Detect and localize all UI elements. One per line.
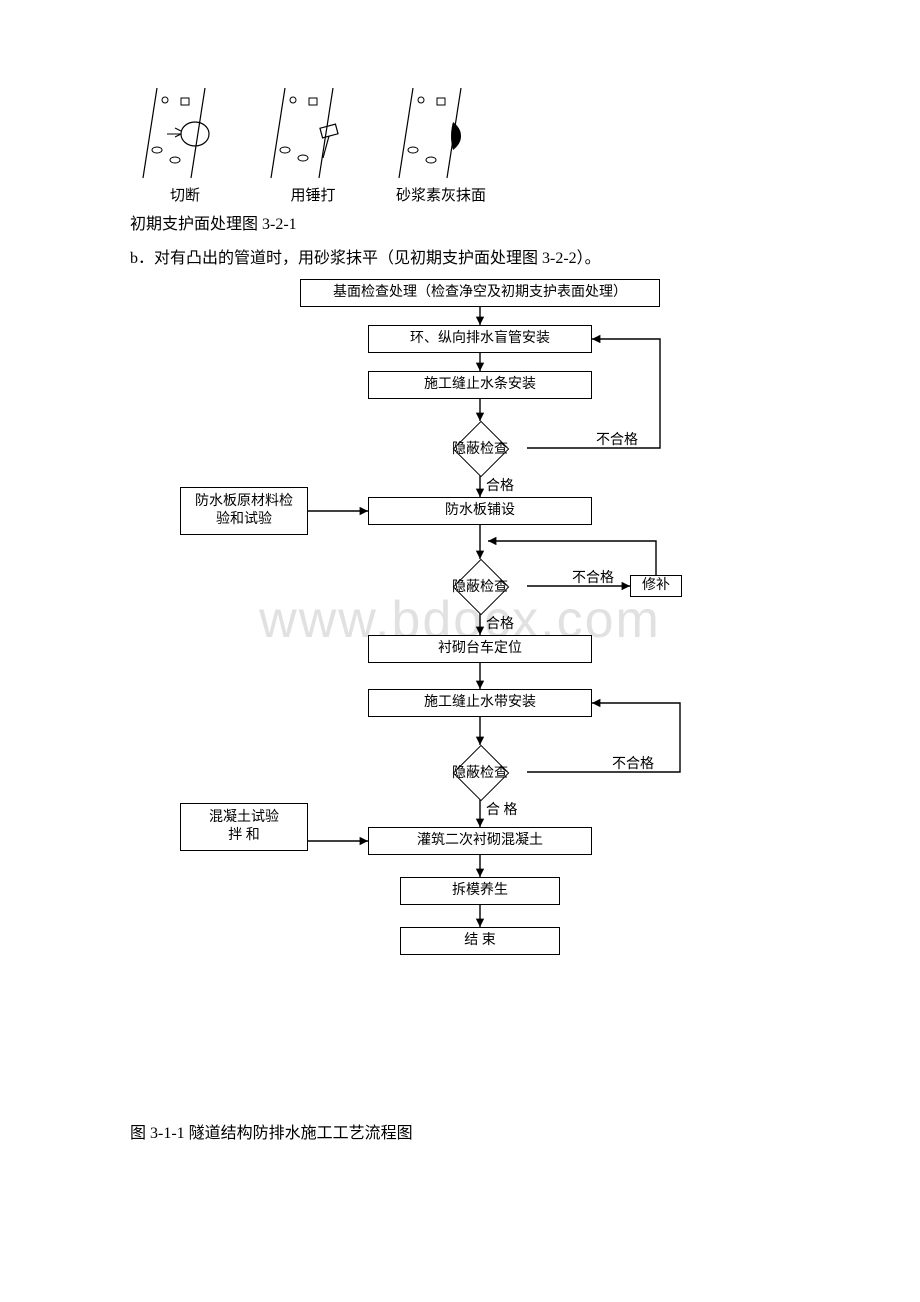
side-concrete-mix-l2: 拌 和	[228, 828, 260, 843]
d3-pass: 合 格	[486, 799, 518, 819]
d2-fail: 不合格	[572, 567, 614, 587]
side-concrete-mix: 混凝土试验拌 和	[180, 803, 308, 851]
node-trolley: 衬砌台车定位	[368, 635, 592, 663]
node-repair: 修补	[630, 575, 682, 597]
caption-bottom: 图 3-1-1 隧道结构防排水施工工艺流程图	[130, 1119, 820, 1143]
caption-3-2-1: 初期支护面处理图 3-2-1	[130, 211, 820, 239]
side-material-test: 防水板原材料检验和试验	[180, 487, 308, 535]
decision-2: 隐蔽检查	[461, 567, 499, 605]
node-drain-pipe: 环、纵向排水盲管安装	[368, 325, 592, 353]
d1-pass: 合格	[486, 475, 514, 495]
side-material-test-l1: 防水板原材料检	[195, 494, 293, 509]
decision-2-label: 隐蔽检查	[442, 567, 518, 605]
node-waterproof-board: 防水板铺设	[368, 497, 592, 525]
flowchart: 基面检查处理（检查净空及初期支护表面处理） 环、纵向排水盲管安装 施工缝止水条安…	[200, 279, 860, 1009]
decision-1-label: 隐蔽检查	[442, 429, 518, 467]
node-waterstop-strip: 施工缝止水条安装	[368, 371, 592, 399]
caption-b: b．对有凸出的管道时，用砂浆抹平（见初期支护面处理图 3-2-2）。	[130, 245, 820, 273]
node-demold: 拆模养生	[400, 877, 560, 905]
node-pour-concrete: 灌筑二次衬砌混凝土	[368, 827, 592, 855]
node-base-check: 基面检查处理（检查净空及初期支护表面处理）	[300, 279, 660, 307]
d2-pass: 合格	[486, 613, 514, 633]
node-waterstop-belt: 施工缝止水带安装	[368, 689, 592, 717]
fig-cut: 切断	[130, 80, 240, 205]
fig-label-2: 用锤打	[258, 184, 368, 205]
fig-label-1: 切断	[130, 184, 240, 205]
fig-hammer: 用锤打	[258, 80, 368, 205]
d1-fail: 不合格	[596, 429, 638, 449]
decision-1: 隐蔽检查	[461, 429, 499, 467]
fig-label-3: 砂浆素灰抹面	[386, 184, 496, 205]
side-concrete-mix-l1: 混凝土试验	[209, 810, 279, 825]
fig-plaster: 砂浆素灰抹面	[386, 80, 496, 205]
side-material-test-l2: 验和试验	[216, 512, 272, 527]
decision-3-label: 隐蔽检查	[442, 753, 518, 791]
top-figure-row: 切断 用锤打	[130, 80, 820, 205]
node-end: 结 束	[400, 927, 560, 955]
decision-3: 隐蔽检查	[461, 753, 499, 791]
d3-fail: 不合格	[612, 753, 654, 773]
